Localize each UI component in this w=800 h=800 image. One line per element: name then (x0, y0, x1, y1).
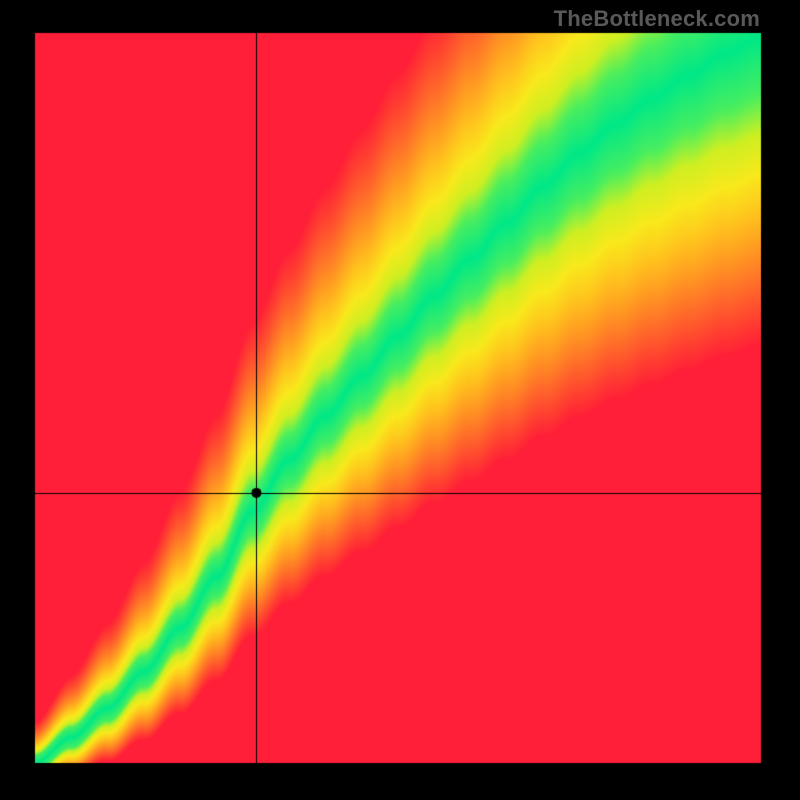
bottleneck-heatmap (0, 0, 800, 800)
watermark-text: TheBottleneck.com (554, 6, 760, 32)
chart-container: TheBottleneck.com (0, 0, 800, 800)
